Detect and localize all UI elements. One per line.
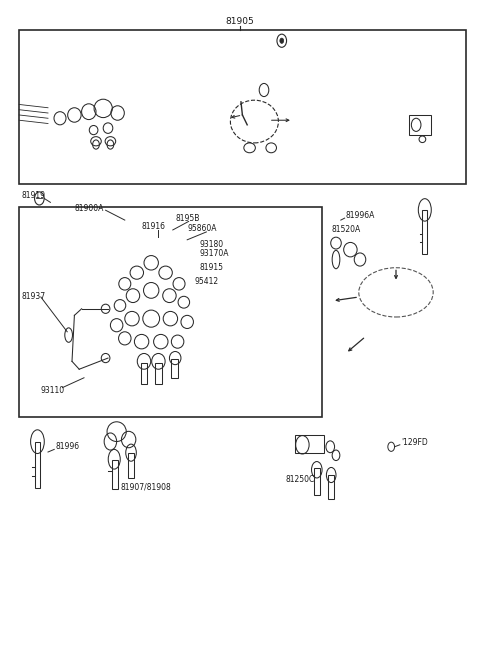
Bar <box>141 363 147 384</box>
Text: 81250C: 81250C <box>286 475 315 484</box>
Bar <box>19 207 322 417</box>
Text: 8195B: 8195B <box>175 214 200 223</box>
Bar <box>422 210 427 254</box>
Text: 81915: 81915 <box>199 263 223 272</box>
Text: 95860A: 95860A <box>187 224 216 233</box>
Bar <box>19 30 466 184</box>
Circle shape <box>280 38 284 43</box>
Text: 93110: 93110 <box>41 386 65 396</box>
Text: 81937: 81937 <box>22 292 46 302</box>
Bar <box>171 359 178 378</box>
Bar <box>35 442 40 489</box>
Text: 81919: 81919 <box>22 191 46 200</box>
Text: 95412: 95412 <box>194 277 218 286</box>
Bar <box>328 475 334 499</box>
Text: 81916: 81916 <box>142 222 166 231</box>
Text: 93170A: 93170A <box>199 249 228 258</box>
Bar <box>112 460 118 489</box>
Text: 81907/81908: 81907/81908 <box>121 483 172 492</box>
Bar <box>409 115 431 135</box>
Text: 81520A: 81520A <box>331 225 360 235</box>
Bar <box>314 468 320 495</box>
Text: 81996: 81996 <box>55 442 79 451</box>
Bar <box>155 363 162 384</box>
Text: 81905: 81905 <box>226 17 254 26</box>
Text: '129FD: '129FD <box>401 438 428 447</box>
Text: 81900A: 81900A <box>74 204 104 214</box>
Text: 81996A: 81996A <box>346 211 375 220</box>
Bar <box>295 435 324 453</box>
Bar <box>128 453 134 478</box>
Text: 93180: 93180 <box>199 240 223 249</box>
